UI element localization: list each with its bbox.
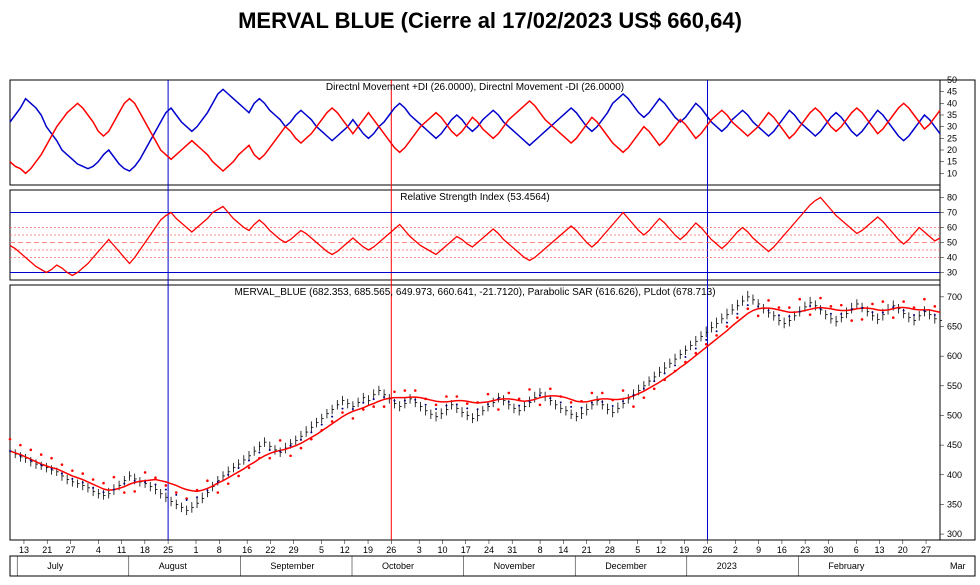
svg-text:40: 40 (947, 253, 957, 263)
svg-text:26: 26 (702, 545, 712, 555)
svg-text:December: December (605, 561, 647, 571)
svg-text:600: 600 (947, 351, 962, 361)
svg-text:16: 16 (242, 545, 252, 555)
svg-text:60: 60 (947, 223, 957, 233)
svg-text:22: 22 (265, 545, 275, 555)
svg-text:50: 50 (947, 75, 957, 85)
svg-text:11: 11 (117, 545, 126, 555)
svg-text:9: 9 (756, 545, 761, 555)
svg-text:21: 21 (582, 545, 592, 555)
svg-text:70: 70 (947, 208, 957, 218)
svg-text:February: February (828, 561, 865, 571)
svg-text:July: July (47, 561, 64, 571)
svg-text:10: 10 (947, 168, 957, 178)
svg-text:2: 2 (733, 545, 738, 555)
svg-text:300: 300 (947, 529, 962, 539)
svg-text:15: 15 (947, 157, 957, 167)
svg-text:6: 6 (854, 545, 859, 555)
svg-text:19: 19 (679, 545, 689, 555)
svg-text:Directnl Movement +DI (26.0000: Directnl Movement +DI (26.0000), Directn… (326, 82, 624, 93)
svg-text:30: 30 (947, 268, 957, 278)
svg-text:21: 21 (42, 545, 52, 555)
svg-text:Relative Strength Index (53.45: Relative Strength Index (53.4564) (400, 192, 550, 203)
svg-text:350: 350 (947, 499, 962, 509)
svg-text:27: 27 (921, 545, 931, 555)
svg-text:25: 25 (947, 133, 957, 143)
svg-text:24: 24 (484, 545, 494, 555)
svg-text:20: 20 (898, 545, 908, 555)
svg-text:30: 30 (947, 122, 957, 132)
svg-text:550: 550 (947, 381, 962, 391)
svg-text:Mar: Mar (950, 561, 966, 571)
svg-text:August: August (159, 561, 188, 571)
svg-text:650: 650 (947, 322, 962, 332)
svg-text:30: 30 (823, 545, 833, 555)
svg-text:20: 20 (947, 145, 957, 155)
svg-text:19: 19 (363, 545, 373, 555)
svg-text:400: 400 (947, 470, 962, 480)
svg-text:13: 13 (875, 545, 885, 555)
svg-text:3: 3 (417, 545, 422, 555)
svg-text:November: November (494, 561, 536, 571)
svg-text:25: 25 (163, 545, 173, 555)
svg-text:MERVAL_BLUE (682.353, 685.565,: MERVAL_BLUE (682.353, 685.565, 649.973, … (234, 287, 715, 298)
svg-text:10: 10 (437, 545, 447, 555)
svg-text:September: September (270, 561, 314, 571)
svg-text:31: 31 (507, 545, 517, 555)
svg-text:26: 26 (386, 545, 396, 555)
chart-svg: 101520253035404550Directnl Movement +DI … (0, 0, 980, 585)
svg-text:23: 23 (800, 545, 810, 555)
svg-text:4: 4 (96, 545, 101, 555)
svg-text:16: 16 (777, 545, 787, 555)
svg-text:28: 28 (605, 545, 615, 555)
svg-text:500: 500 (947, 410, 962, 420)
svg-text:700: 700 (947, 292, 962, 302)
svg-text:5: 5 (635, 545, 640, 555)
svg-text:1: 1 (193, 545, 198, 555)
svg-text:35: 35 (947, 110, 957, 120)
svg-text:50: 50 (947, 238, 957, 248)
chart-container: MERVAL BLUE (Cierre al 17/02/2023 US$ 66… (0, 0, 980, 585)
svg-text:80: 80 (947, 193, 957, 203)
svg-text:12: 12 (656, 545, 666, 555)
svg-text:8: 8 (217, 545, 222, 555)
svg-text:October: October (382, 561, 414, 571)
svg-text:17: 17 (461, 545, 471, 555)
svg-text:14: 14 (558, 545, 568, 555)
svg-text:13: 13 (19, 545, 29, 555)
svg-text:5: 5 (319, 545, 324, 555)
svg-text:12: 12 (340, 545, 350, 555)
svg-text:27: 27 (65, 545, 75, 555)
svg-text:18: 18 (140, 545, 150, 555)
svg-text:40: 40 (947, 98, 957, 108)
svg-text:450: 450 (947, 440, 962, 450)
svg-text:45: 45 (947, 87, 957, 97)
svg-text:29: 29 (289, 545, 299, 555)
svg-text:2023: 2023 (717, 561, 737, 571)
svg-text:8: 8 (538, 545, 543, 555)
